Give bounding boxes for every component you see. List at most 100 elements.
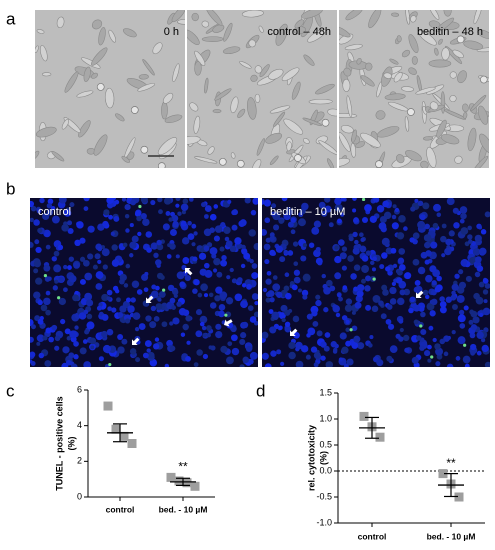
cell [93,134,108,156]
cell [204,77,209,94]
nucleus [430,298,438,306]
significance: ** [446,456,456,470]
data-point [454,492,464,502]
cell [418,30,437,46]
nucleus [92,264,98,270]
nucleus [263,199,272,207]
nucleus [33,268,39,274]
nucleus [271,251,276,256]
cell [108,29,117,43]
nucleus [476,265,484,272]
y-axis-label: TUNEL - positive cells [54,396,64,490]
nucleus [251,272,258,280]
nucleus [248,229,256,237]
nucleus [281,198,288,202]
y-tick-label: 6 [77,384,82,394]
cell [171,10,185,23]
nucleus [63,264,68,270]
nucleus [119,273,127,282]
nucleus [177,211,182,216]
data-point [182,478,192,488]
tunel-dot [43,273,48,278]
nucleus [351,325,358,332]
round-cell [236,159,245,168]
nucleus [313,220,322,228]
cell [479,133,489,154]
nucleus [392,204,397,209]
nucleus [435,361,441,367]
nucleus [387,323,395,330]
cell [440,91,446,114]
nucleus [474,271,481,278]
nucleus [293,269,301,276]
nucleus [462,355,471,364]
nucleus [275,245,284,253]
nucleus [344,304,353,312]
nucleus [353,264,361,271]
nucleus [470,343,477,351]
nucleus [313,362,319,367]
nucleus [324,198,331,203]
cell [91,47,108,66]
nucleus [458,281,467,289]
nucleus [69,202,75,208]
cell [351,129,357,143]
nucleus [316,330,323,337]
nucleus [324,205,332,213]
cell [327,108,337,117]
cell [205,10,223,26]
nucleus [249,259,254,264]
nucleus [424,294,430,300]
cell [283,118,304,135]
nucleus [396,277,403,284]
nucleus [146,348,151,353]
nucleus [164,363,170,367]
cell [422,136,434,141]
nucleus [51,215,60,224]
nucleus [443,351,449,357]
nucleus [158,209,163,215]
nucleus [94,253,101,260]
nucleus [87,253,94,260]
cell [259,64,270,78]
nucleus [231,224,238,231]
nucleus [364,285,371,292]
nucleus [33,259,42,268]
cell [172,63,180,83]
nucleus [301,289,309,297]
nucleus [472,248,481,256]
nucleus [320,341,327,348]
nucleus [137,231,142,237]
cell [51,151,65,162]
nucleus [262,331,269,339]
micrograph [339,10,489,168]
nucleus [44,232,50,238]
nucleus [455,356,461,361]
nucleus [234,237,242,245]
cell [462,112,468,119]
nucleus [106,296,111,301]
nucleus [57,244,64,251]
image-label: beditin – 48 h [417,26,483,38]
nucleus [345,319,350,324]
cell [411,55,418,65]
nucleus [300,255,307,262]
nucleus [116,297,121,303]
nucleus [199,321,205,327]
nucleus [265,237,271,243]
nucleus [340,212,345,217]
nucleus [470,350,476,356]
nucleus [352,198,357,201]
nucleus [334,272,342,280]
tunel-dot [419,324,423,328]
nucleus [392,263,398,269]
round-cell [140,145,149,154]
nucleus [169,228,177,236]
nucleus [328,222,334,228]
nucleus [112,285,119,292]
nucleus [218,310,225,318]
nucleus [333,347,338,353]
significance: ** [178,460,188,474]
nucleus [127,305,135,313]
cell [457,70,467,84]
